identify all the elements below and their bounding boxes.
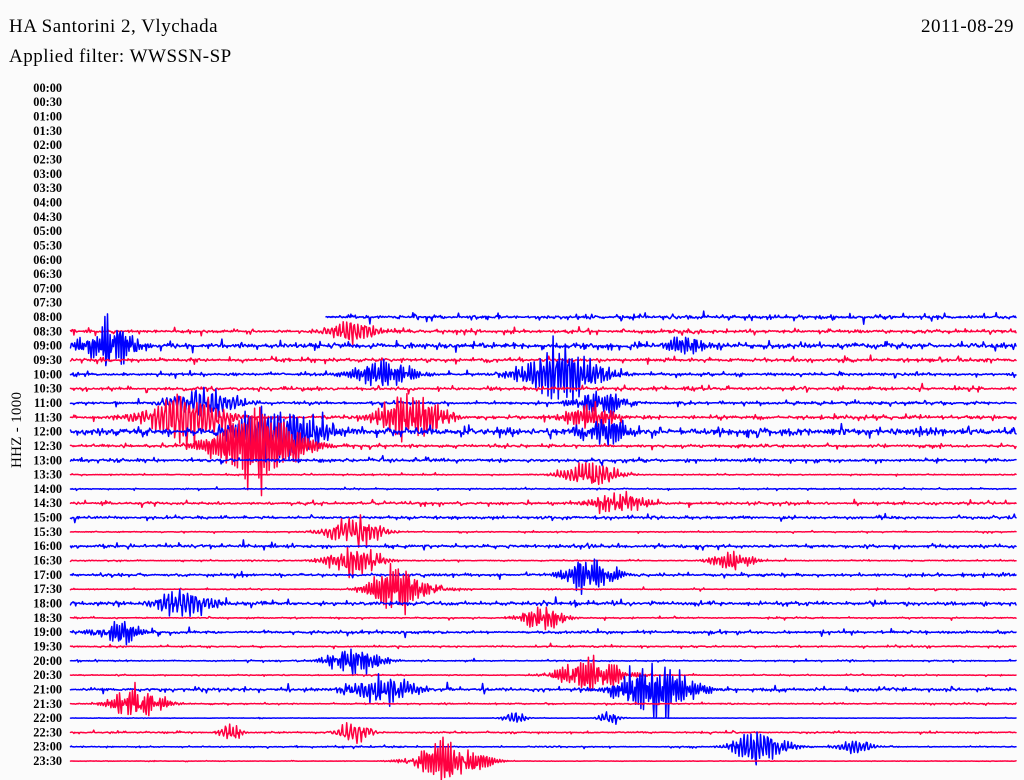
- svg-text:20:00: 20:00: [33, 654, 62, 668]
- svg-text:17:00: 17:00: [33, 568, 62, 582]
- svg-text:12:00: 12:00: [33, 425, 62, 439]
- svg-text:05:30: 05:30: [33, 238, 62, 252]
- svg-text:01:30: 01:30: [33, 124, 62, 138]
- svg-text:19:30: 19:30: [33, 640, 62, 654]
- svg-text:06:00: 06:00: [33, 253, 62, 267]
- svg-text:00:00: 00:00: [33, 81, 62, 95]
- svg-text:22:30: 22:30: [33, 725, 62, 739]
- svg-text:21:00: 21:00: [33, 683, 62, 697]
- svg-text:23:00: 23:00: [33, 740, 62, 754]
- svg-text:08:30: 08:30: [33, 324, 62, 338]
- svg-text:00:30: 00:30: [33, 95, 62, 109]
- svg-text:16:30: 16:30: [33, 554, 62, 568]
- svg-text:20:30: 20:30: [33, 668, 62, 682]
- svg-text:07:00: 07:00: [33, 281, 62, 295]
- svg-text:10:30: 10:30: [33, 382, 62, 396]
- svg-text:10:00: 10:00: [33, 367, 62, 381]
- svg-text:03:30: 03:30: [33, 181, 62, 195]
- svg-text:04:00: 04:00: [33, 196, 62, 210]
- svg-text:16:00: 16:00: [33, 539, 62, 553]
- svg-text:01:00: 01:00: [33, 110, 62, 124]
- svg-text:03:00: 03:00: [33, 167, 62, 181]
- svg-text:12:30: 12:30: [33, 439, 62, 453]
- svg-text:22:00: 22:00: [33, 711, 62, 725]
- svg-text:09:00: 09:00: [33, 339, 62, 353]
- svg-text:19:00: 19:00: [33, 625, 62, 639]
- svg-text:02:30: 02:30: [33, 153, 62, 167]
- svg-text:15:30: 15:30: [33, 525, 62, 539]
- svg-text:18:30: 18:30: [33, 611, 62, 625]
- svg-text:21:30: 21:30: [33, 697, 62, 711]
- svg-text:15:00: 15:00: [33, 511, 62, 525]
- svg-text:23:30: 23:30: [33, 754, 62, 768]
- svg-text:17:30: 17:30: [33, 582, 62, 596]
- svg-text:11:30: 11:30: [34, 410, 62, 424]
- svg-text:04:30: 04:30: [33, 210, 62, 224]
- svg-text:07:30: 07:30: [33, 296, 62, 310]
- svg-text:14:30: 14:30: [33, 496, 62, 510]
- svg-text:13:30: 13:30: [33, 468, 62, 482]
- svg-text:13:00: 13:00: [33, 453, 62, 467]
- svg-text:11:00: 11:00: [34, 396, 62, 410]
- svg-text:14:00: 14:00: [33, 482, 62, 496]
- svg-text:05:00: 05:00: [33, 224, 62, 238]
- svg-text:18:00: 18:00: [33, 597, 62, 611]
- svg-text:08:00: 08:00: [33, 310, 62, 324]
- svg-text:06:30: 06:30: [33, 267, 62, 281]
- svg-text:02:00: 02:00: [33, 138, 62, 152]
- svg-text:09:30: 09:30: [33, 353, 62, 367]
